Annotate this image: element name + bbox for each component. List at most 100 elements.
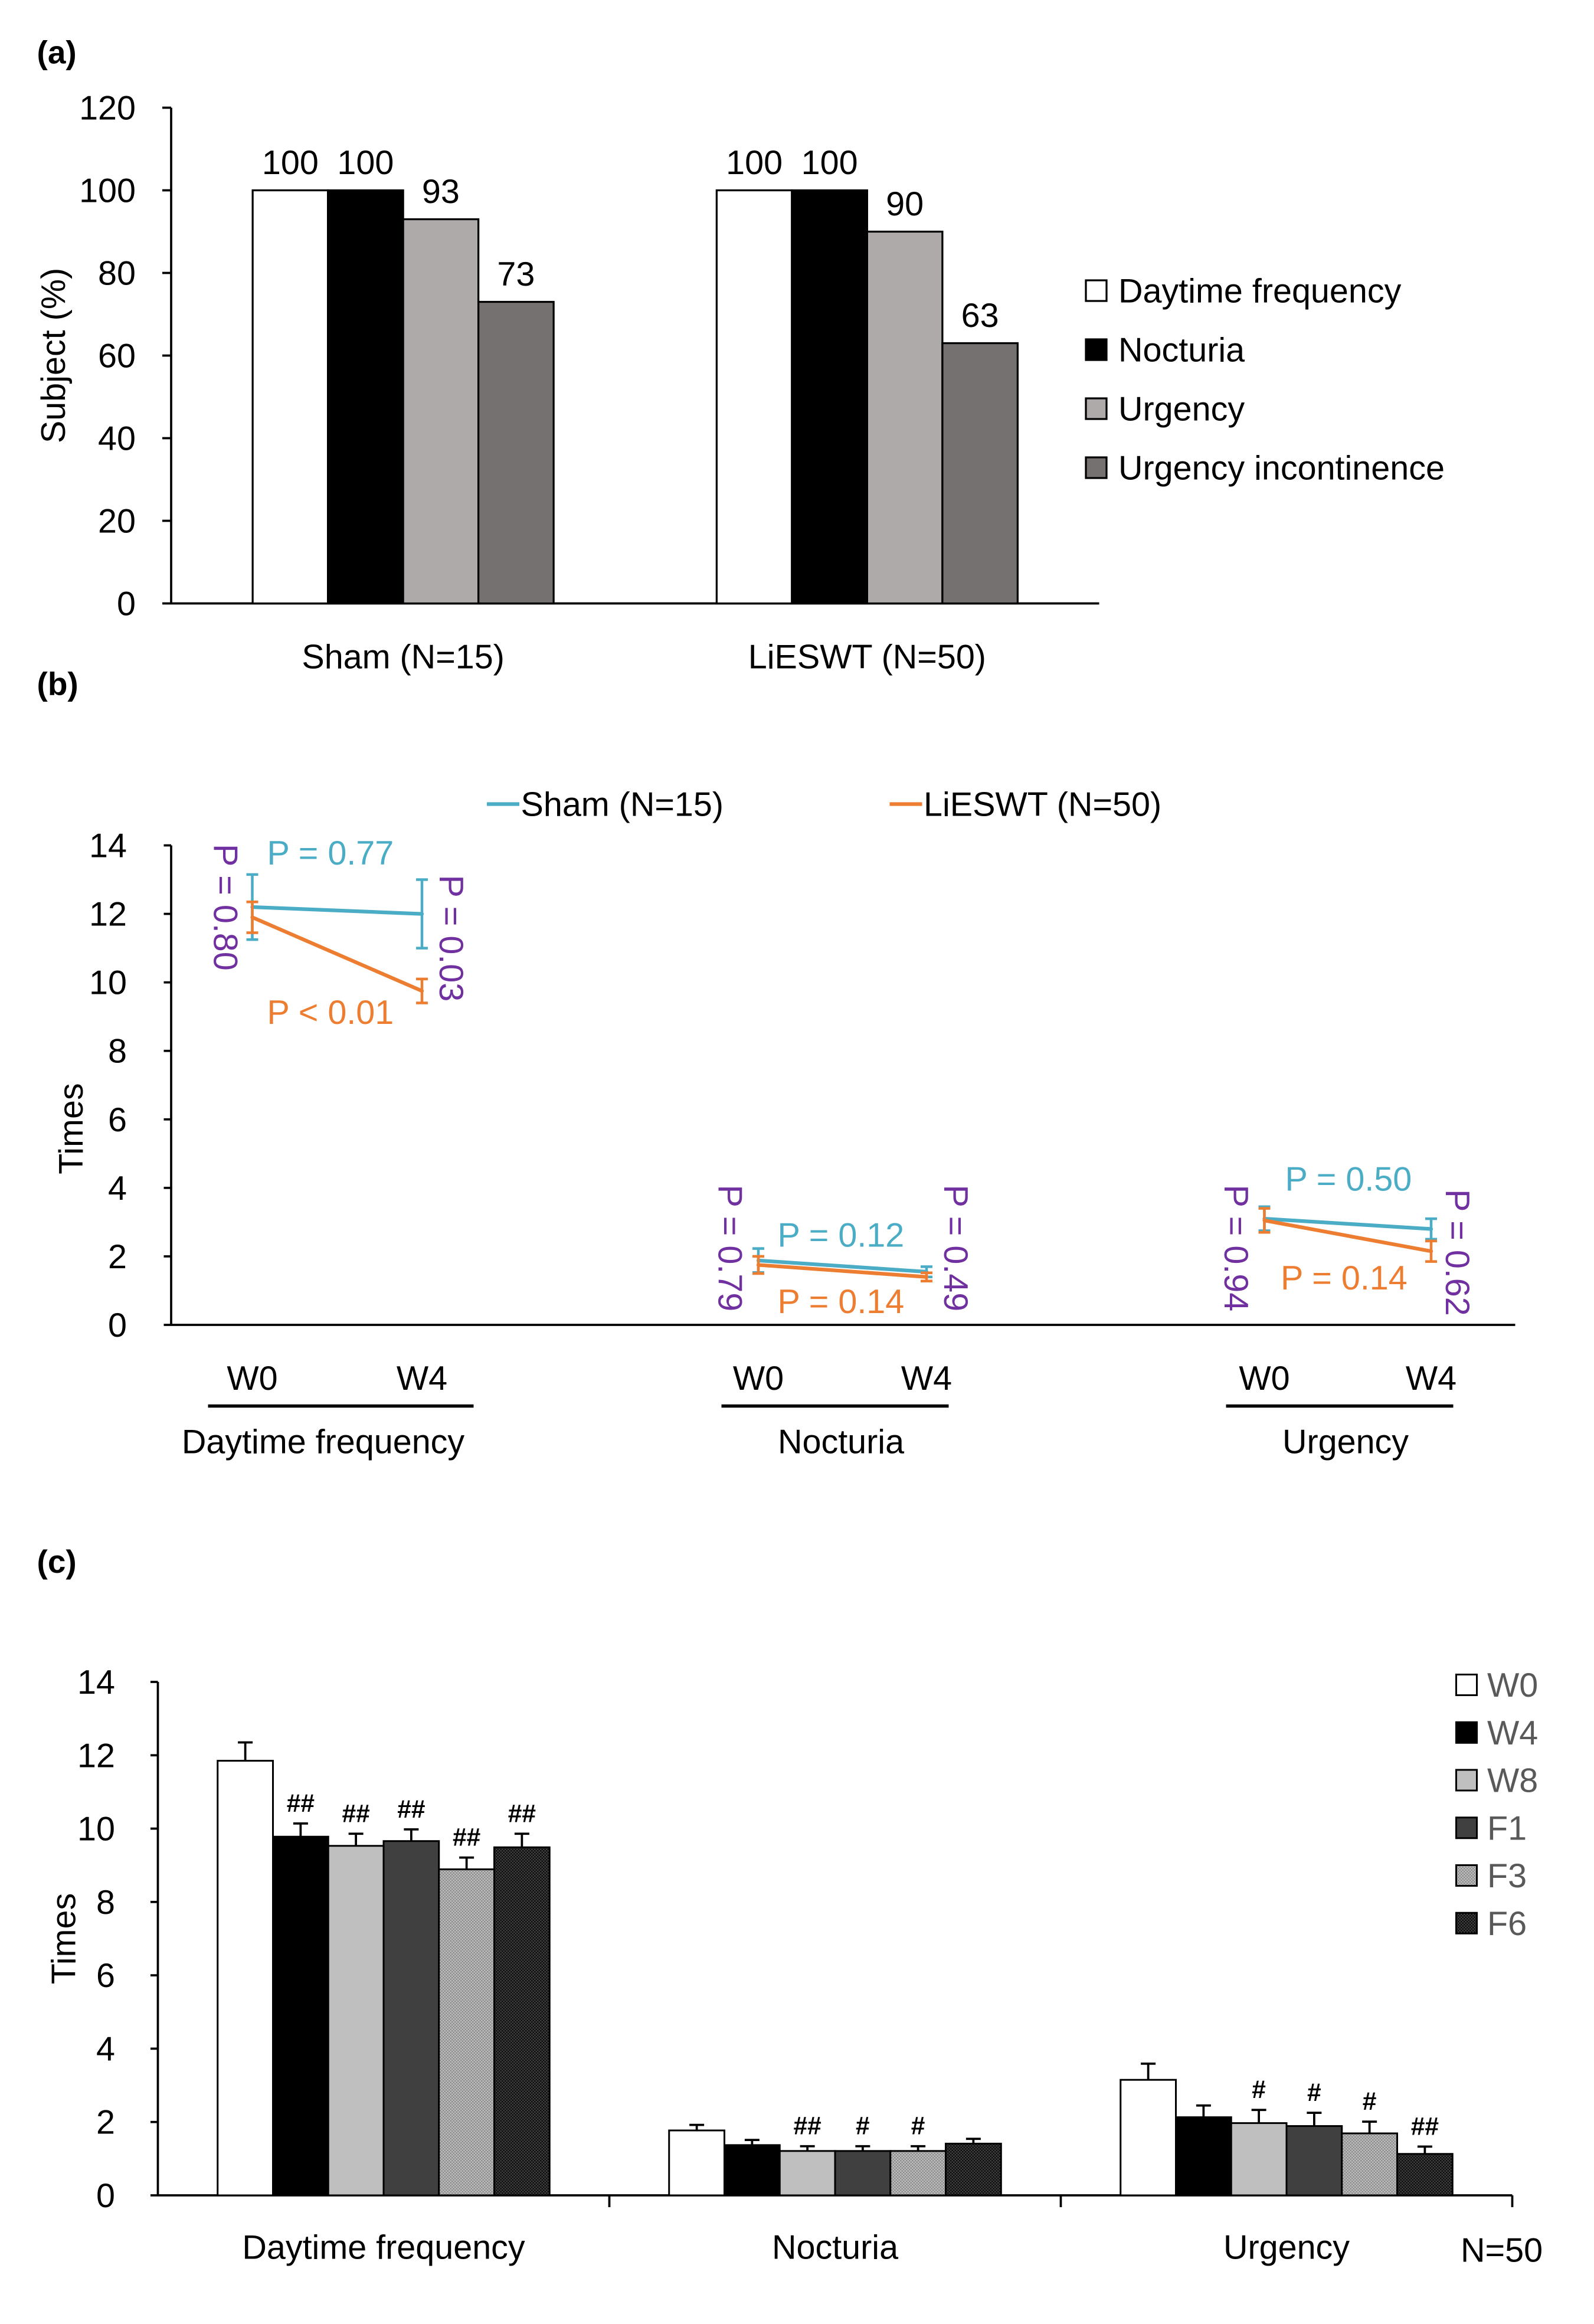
panel-a-legend-swatch xyxy=(1085,279,1108,302)
panel-a-legend-label: Daytime frequency xyxy=(1118,273,1402,310)
panel-c-category-label: Daytime frequency xyxy=(242,2229,525,2267)
panel-b-x-tick-label: W4 xyxy=(901,1360,952,1397)
panel-c-legend-swatch xyxy=(1455,1721,1478,1744)
panel-a-bar xyxy=(715,189,793,605)
panel-a-bar-value-label: 100 xyxy=(726,144,783,182)
panel-b-p-value-between: P = 0.79 xyxy=(711,1185,749,1312)
panel-label-a: (a) xyxy=(37,34,77,71)
panel-a-legend-swatch xyxy=(1085,397,1108,420)
panel-b-x-tick-label: W0 xyxy=(733,1360,784,1397)
panel-a-y-tick-label: 60 xyxy=(98,338,136,375)
panel-a-bar xyxy=(941,342,1019,605)
panel-a-bar xyxy=(402,218,480,605)
panel-label-b: (b) xyxy=(37,666,78,702)
panel-c-bar xyxy=(834,2150,892,2197)
panel-b-y-tick-label: 4 xyxy=(108,1170,127,1207)
panel-b-series-line xyxy=(250,905,424,916)
panel-b-p-value-within: P = 0.77 xyxy=(267,834,394,872)
panel-c-bar xyxy=(1230,2122,1288,2197)
panel-c-y-tick-label: 10 xyxy=(77,1811,115,1848)
panel-b-y-tick-label: 10 xyxy=(89,964,127,1002)
panel-a-chart: 0 20 40 60 80 100 120 100 100 93 73 Sham (N=15) 100 1… xyxy=(35,90,1445,676)
panel-c-y-axis-title: Times xyxy=(45,1893,83,1984)
panel-c-legend-swatch xyxy=(1455,1864,1478,1887)
panel-c-legend-label: W0 xyxy=(1487,1667,1538,1704)
panel-a-bar xyxy=(791,189,868,605)
panel-c-y-tick-label: 14 xyxy=(77,1664,115,1701)
panel-b-group-label: Daytime frequency xyxy=(182,1423,465,1461)
panel-c-significance-mark: ## xyxy=(287,1790,315,1818)
panel-b-y-tick-label: 12 xyxy=(89,896,127,934)
panel-b-p-value-between: P = 0.94 xyxy=(1217,1185,1255,1312)
panel-b-p-value-between: P = 0.62 xyxy=(1438,1189,1476,1316)
panel-b-p-value-within: P = 0.12 xyxy=(778,1217,905,1255)
panel-a-bar-value-label: 63 xyxy=(961,297,999,335)
panel-b-legend-label: Sham (N=15) xyxy=(521,786,724,824)
panel-a-y-tick-label: 40 xyxy=(98,420,136,458)
panel-c-bar xyxy=(493,1846,551,2197)
panel-c-bar xyxy=(1174,2116,1232,2197)
panel-c-significance-mark: # xyxy=(1252,2076,1266,2104)
panel-c-y-tick-label: 6 xyxy=(96,1957,115,1995)
panel-a-bar-value-label: 100 xyxy=(262,144,319,182)
panel-a-y-tick-label: 20 xyxy=(98,503,136,541)
panel-b-p-value-within: P = 0.50 xyxy=(1285,1161,1412,1199)
panel-c-legend-label: F3 xyxy=(1487,1857,1527,1895)
panel-c-significance-mark: ## xyxy=(1411,2113,1439,2140)
panel-c-sample-size-note: N=50 xyxy=(1461,2232,1543,2270)
panel-c-bar xyxy=(438,1868,495,2197)
panel-b-series-line xyxy=(756,1263,929,1279)
panel-c-category-label: Nocturia xyxy=(772,2229,898,2267)
panel-c-bar xyxy=(1396,2153,1454,2197)
panel-c-y-tick-label: 8 xyxy=(96,1884,115,1922)
panel-c-legend-label: F1 xyxy=(1487,1809,1527,1847)
panel-c-significance-mark: # xyxy=(856,2113,870,2140)
panel-a-category-label: Sham (N=15) xyxy=(302,639,505,676)
panel-b-series-line xyxy=(250,915,424,993)
panel-a-bar xyxy=(326,189,404,605)
panel-b-y-tick-label: 14 xyxy=(89,827,127,865)
panel-c-bar xyxy=(217,1760,274,2197)
panel-a-bar-value-label: 100 xyxy=(801,144,858,182)
panel-c-bar xyxy=(1120,2078,1177,2197)
panel-a-bar-value-label: 73 xyxy=(497,256,535,293)
panel-b-p-value-within: P = 0.14 xyxy=(778,1283,905,1321)
panel-c-legend-swatch xyxy=(1455,1674,1478,1697)
panel-a-bar-value-label: 93 xyxy=(422,173,460,211)
panel-label-c: (c) xyxy=(37,1543,77,1580)
panel-c-significance-mark: # xyxy=(1307,2079,1321,2107)
panel-b-x-tick-label: W4 xyxy=(397,1360,447,1397)
panel-a-legend-swatch xyxy=(1085,338,1108,361)
panel-a-category-label: LiESWT (N=50) xyxy=(748,639,986,676)
panel-c-significance-mark: ## xyxy=(342,1800,369,1828)
panel-b-p-value-between: P = 0.03 xyxy=(432,875,470,1002)
panel-b-y-tick-label: 8 xyxy=(108,1033,127,1071)
panel-c-bar xyxy=(668,2129,725,2197)
panel-b-y-axis-title: Times xyxy=(53,1083,90,1174)
panel-c-legend-swatch xyxy=(1455,1816,1478,1839)
panel-b-y-tick-label: 0 xyxy=(108,1307,127,1344)
panel-b-series-line xyxy=(1262,1218,1433,1253)
panel-b-p-value-between: P = 0.80 xyxy=(207,844,244,971)
panel-b-group-label: Urgency xyxy=(1282,1423,1409,1461)
panel-c-significance-mark: ## xyxy=(508,1800,536,1828)
panel-b-chart: 0 2 4 6 8 10 12 14 Times P = 0.77 P < 0.01 W0 W4 P = … xyxy=(53,786,1516,1461)
panel-c-legend-label: F6 xyxy=(1487,1905,1527,1943)
panel-b-x-tick-label: W4 xyxy=(1406,1360,1456,1397)
panel-a-legend-swatch xyxy=(1085,456,1108,479)
panel-c-bar xyxy=(1341,2132,1398,2197)
panel-c-bar xyxy=(944,2142,1002,2197)
panel-a-y-tick-label: 120 xyxy=(79,90,136,127)
panel-c-bar xyxy=(778,2150,836,2197)
panel-b-p-value-within: P = 0.14 xyxy=(1281,1259,1408,1297)
panel-c-legend-swatch xyxy=(1455,1911,1478,1935)
panel-a-bar-value-label: 100 xyxy=(337,144,394,182)
panel-c-significance-mark: # xyxy=(911,2113,925,2140)
panel-c-bar xyxy=(327,1845,385,2197)
panel-a-y-axis-title: Subject (%) xyxy=(35,268,73,443)
panel-c-legend-label: W8 xyxy=(1487,1762,1538,1800)
panel-a-legend-label: Urgency incontinence xyxy=(1118,450,1445,487)
panel-b-series-line xyxy=(1262,1216,1433,1231)
panel-b-series-line xyxy=(756,1258,929,1274)
